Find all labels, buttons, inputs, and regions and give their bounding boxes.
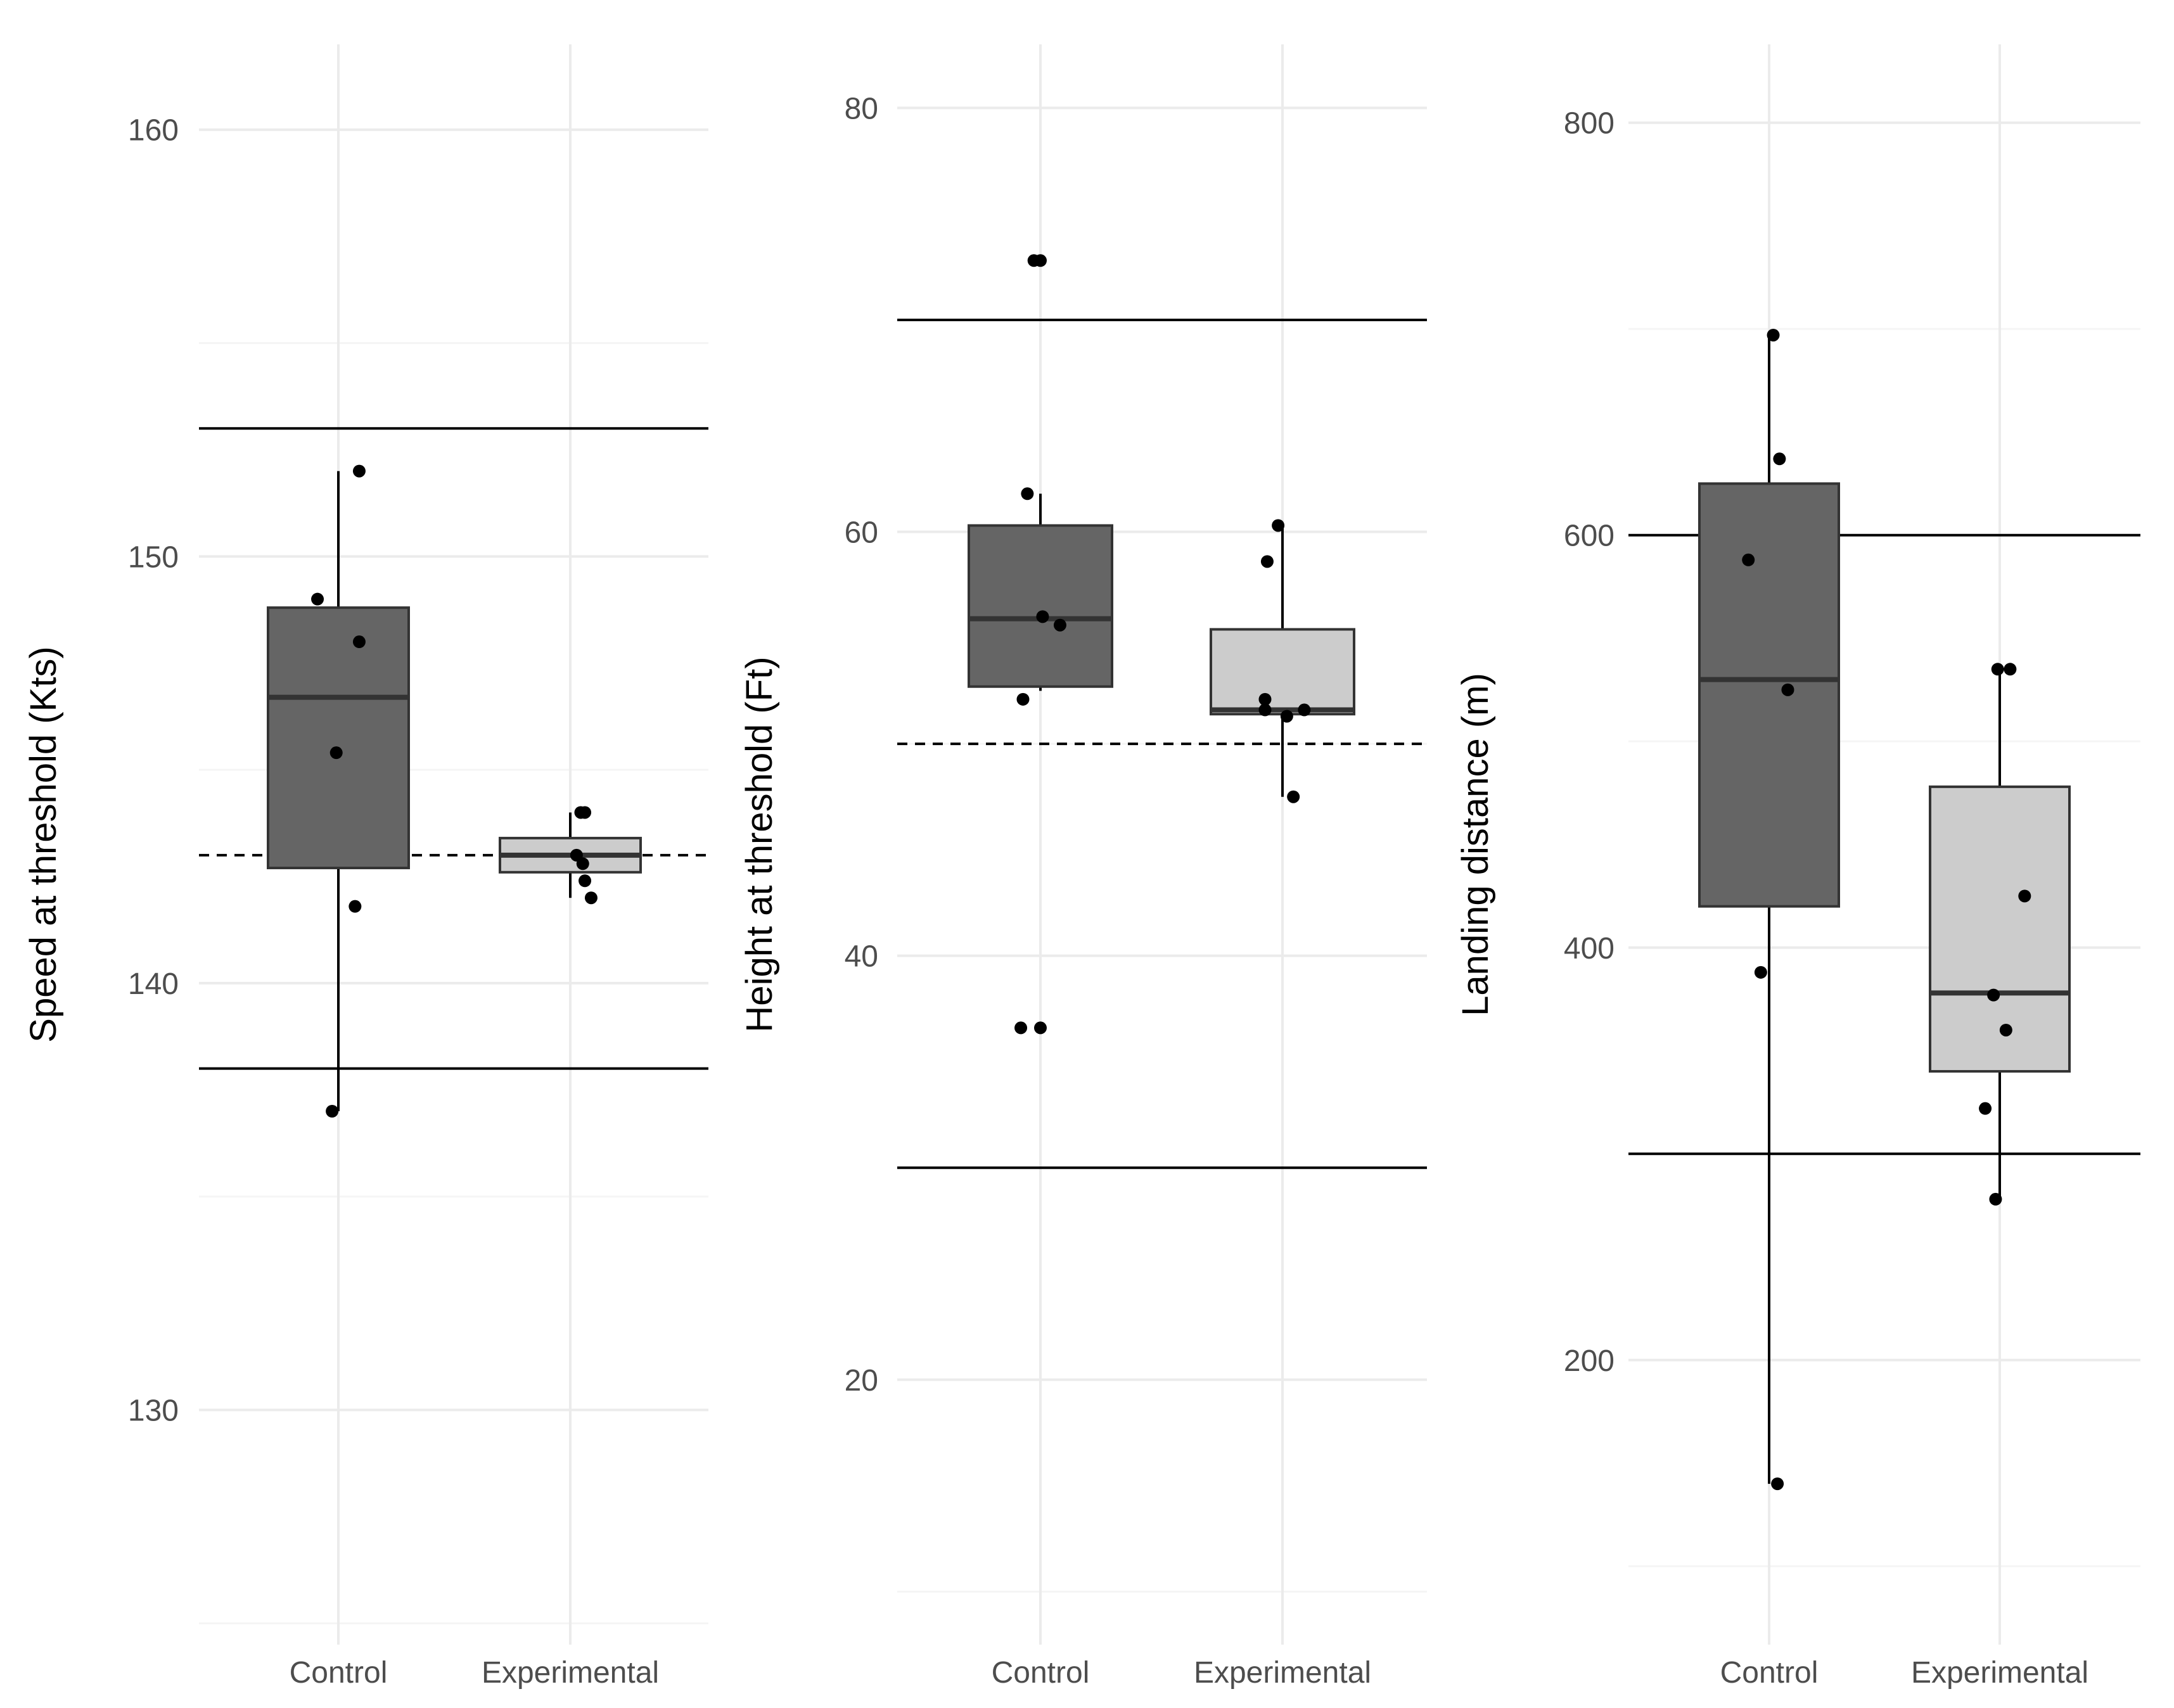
data-point [1258,692,1272,706]
x-category-label: Experimental [1194,1656,1371,1690]
y-tick-label: 200 [1564,1344,1615,1378]
data-point [348,900,362,913]
y-axis-title-speed: Speed at threshold (Kts) [23,646,64,1042]
data-point [1754,966,1767,979]
data-point [311,592,324,606]
data-point [579,874,592,888]
x-category-label: Control [1720,1656,1819,1690]
data-point [326,1105,339,1118]
data-point [1989,1192,2002,1206]
y-axis-title-landing-distance: Landing distance (m) [1455,673,1496,1016]
data-point [1016,692,1030,706]
y-tick-label: 40 [845,940,878,974]
data-point [1260,555,1274,568]
data-point [1298,703,1311,717]
box-control [968,524,1113,688]
x-category-label: Control [290,1656,388,1690]
data-point [1014,1021,1028,1035]
data-point [584,891,598,905]
y-tick-label: 150 [128,540,179,574]
box-control [267,606,410,870]
y-tick-label: 400 [1564,932,1615,966]
data-point [1773,452,1786,466]
data-point [352,635,366,649]
box-experimental [1210,628,1355,716]
panel-height: 20 40 60 80 Control Experimental Height at th… [739,44,1427,1690]
data-point [1742,553,1755,566]
data-point [1034,1021,1047,1035]
data-point [1979,1102,1992,1115]
data-point [1287,790,1300,803]
data-point [1036,610,1049,623]
data-point [1781,683,1794,696]
y-tick-label: 60 [845,516,878,550]
data-point [352,464,366,478]
data-point [1771,1477,1784,1491]
data-point [2004,663,2017,676]
panel-speed: 130 140 150 160 Control Experimental Speed at… [23,44,708,1690]
data-point [1034,254,1047,267]
y-tick-label: 800 [1564,107,1615,141]
data-point [1999,1023,2012,1036]
y-tick-label: 20 [845,1364,878,1398]
x-category-label: Experimental [482,1656,659,1690]
y-tick-label: 80 [845,92,878,125]
y-tick-label: 130 [128,1394,179,1428]
data-point [1767,328,1780,341]
data-point [576,857,589,870]
data-point [1280,710,1293,723]
panel-landing-distance: 200 400 600 800 Control Experimental Landing … [1455,44,2140,1690]
data-point [2018,889,2031,903]
data-point [1987,988,2000,1002]
data-point [1991,663,2004,676]
data-point [1272,519,1285,532]
data-point [1258,703,1272,717]
y-tick-label: 160 [128,114,179,148]
y-axis-title-height: Height at threshold (Ft) [739,656,780,1032]
y-tick-label: 140 [128,967,179,1001]
data-point [1021,487,1034,500]
box-experimental [1929,785,2071,1073]
y-tick-label: 600 [1564,519,1615,553]
data-point [329,746,343,760]
x-category-label: Control [992,1656,1090,1690]
x-category-label: Experimental [1911,1656,2088,1690]
data-point [579,806,592,819]
data-point [1053,618,1066,632]
box-control [1698,482,1840,908]
